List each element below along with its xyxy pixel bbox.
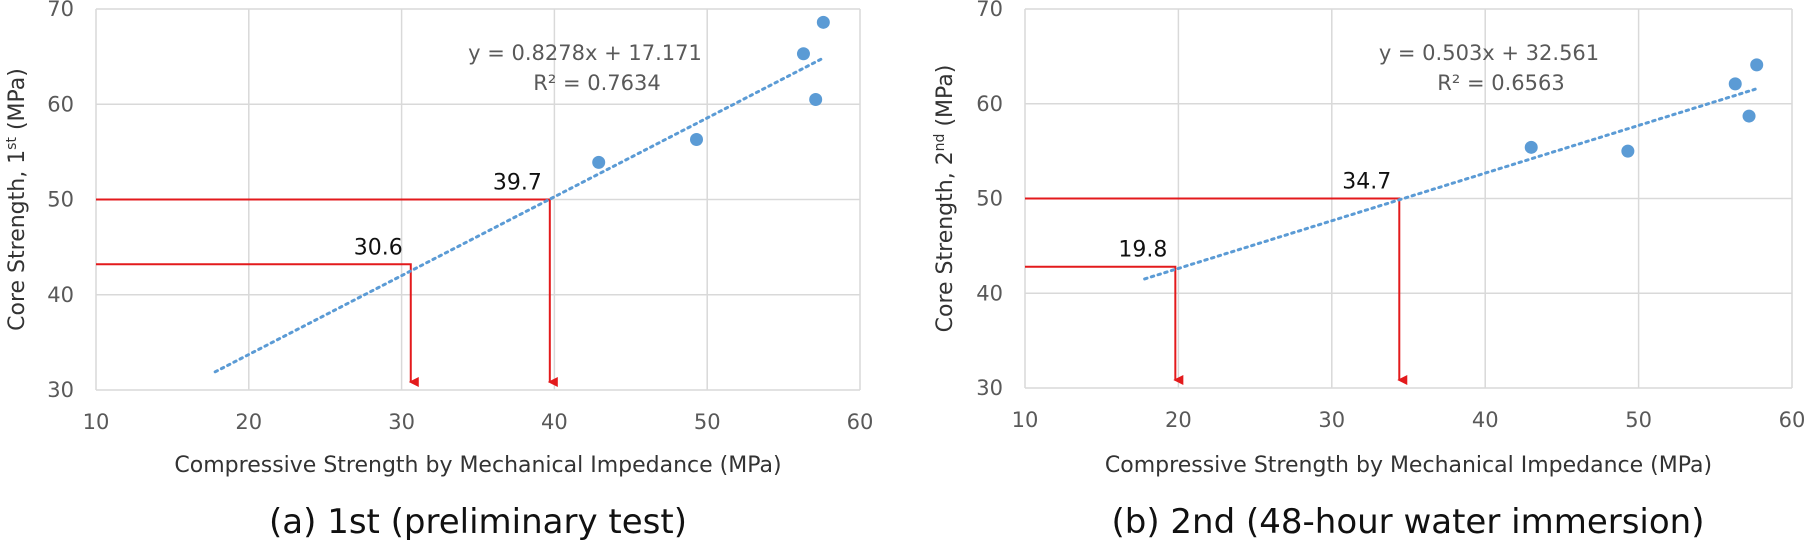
callout-label: 39.7 <box>493 171 542 196</box>
x-tick-label: 10 <box>83 410 110 434</box>
trendline <box>213 56 825 374</box>
trendline-equation: y = 0.8278x + 17.171 <box>468 41 702 65</box>
x-tick-label: 60 <box>1779 408 1806 432</box>
y-tick-label: 30 <box>976 376 1003 400</box>
callout-label: 34.7 <box>1342 170 1391 195</box>
data-point <box>1524 140 1538 154</box>
panel-caption: (a) 1st (preliminary test) <box>269 502 687 542</box>
callout-label: 19.8 <box>1118 238 1167 263</box>
r-squared-label: R² = 0.7634 <box>533 71 660 95</box>
y-tick-label: 70 <box>976 0 1003 21</box>
callout-arrow <box>96 198 558 387</box>
y-tick-label: 60 <box>976 92 1003 116</box>
data-point <box>816 15 830 29</box>
x-axis-title: Compressive Strength by Mechanical Imped… <box>174 453 781 478</box>
callout-label: 30.6 <box>354 235 403 260</box>
y-tick-label: 50 <box>976 187 1003 211</box>
data-point <box>592 155 606 169</box>
panel-caption: (b) 2nd (48-hour water immersion) <box>1111 502 1704 542</box>
x-tick-label: 10 <box>1012 408 1039 432</box>
y-tick-label: 70 <box>47 0 74 21</box>
x-axis-title: Compressive Strength by Mechanical Imped… <box>1105 453 1712 478</box>
y-tick-label: 30 <box>47 378 74 402</box>
y-tick-label: 40 <box>976 281 1003 305</box>
x-tick-label: 20 <box>1165 408 1192 432</box>
data-point <box>690 132 704 146</box>
data-point <box>1621 144 1635 158</box>
chart-panel-b: 10 20 30 40 50 60 30 40 50 60 70 Compressive Streng… <box>932 0 1805 542</box>
callout-arrow <box>96 263 419 387</box>
data-point <box>1742 109 1756 123</box>
x-tick-label: 40 <box>1472 408 1499 432</box>
y-axis-title: Core Strength, 2nd (MPa) <box>932 65 958 333</box>
data-point <box>796 47 810 61</box>
r-squared-label: R² = 0.6563 <box>1437 71 1564 95</box>
x-tick-label: 20 <box>235 410 262 434</box>
chart-panel-a: 10 20 30 40 50 60 30 40 50 60 70 Compressive Streng… <box>4 0 873 542</box>
data-point <box>809 92 823 106</box>
callout-arrow <box>1025 265 1184 385</box>
y-tick-label: 50 <box>47 188 74 212</box>
data-point <box>1750 58 1764 72</box>
data-point <box>1728 77 1742 91</box>
trendline-equation: y = 0.503x + 32.561 <box>1379 41 1599 65</box>
x-tick-label: 60 <box>847 410 874 434</box>
y-tick-label: 40 <box>47 283 74 307</box>
x-tick-label: 40 <box>541 410 568 434</box>
callout-arrow <box>1025 197 1408 385</box>
y-axis-title: Core Strength, 1st (MPa) <box>4 68 30 331</box>
x-tick-label: 50 <box>1625 408 1652 432</box>
x-tick-label: 50 <box>694 410 721 434</box>
x-tick-label: 30 <box>388 410 415 434</box>
x-tick-label: 30 <box>1318 408 1345 432</box>
trendline <box>1143 87 1757 281</box>
y-tick-label: 60 <box>47 92 74 116</box>
